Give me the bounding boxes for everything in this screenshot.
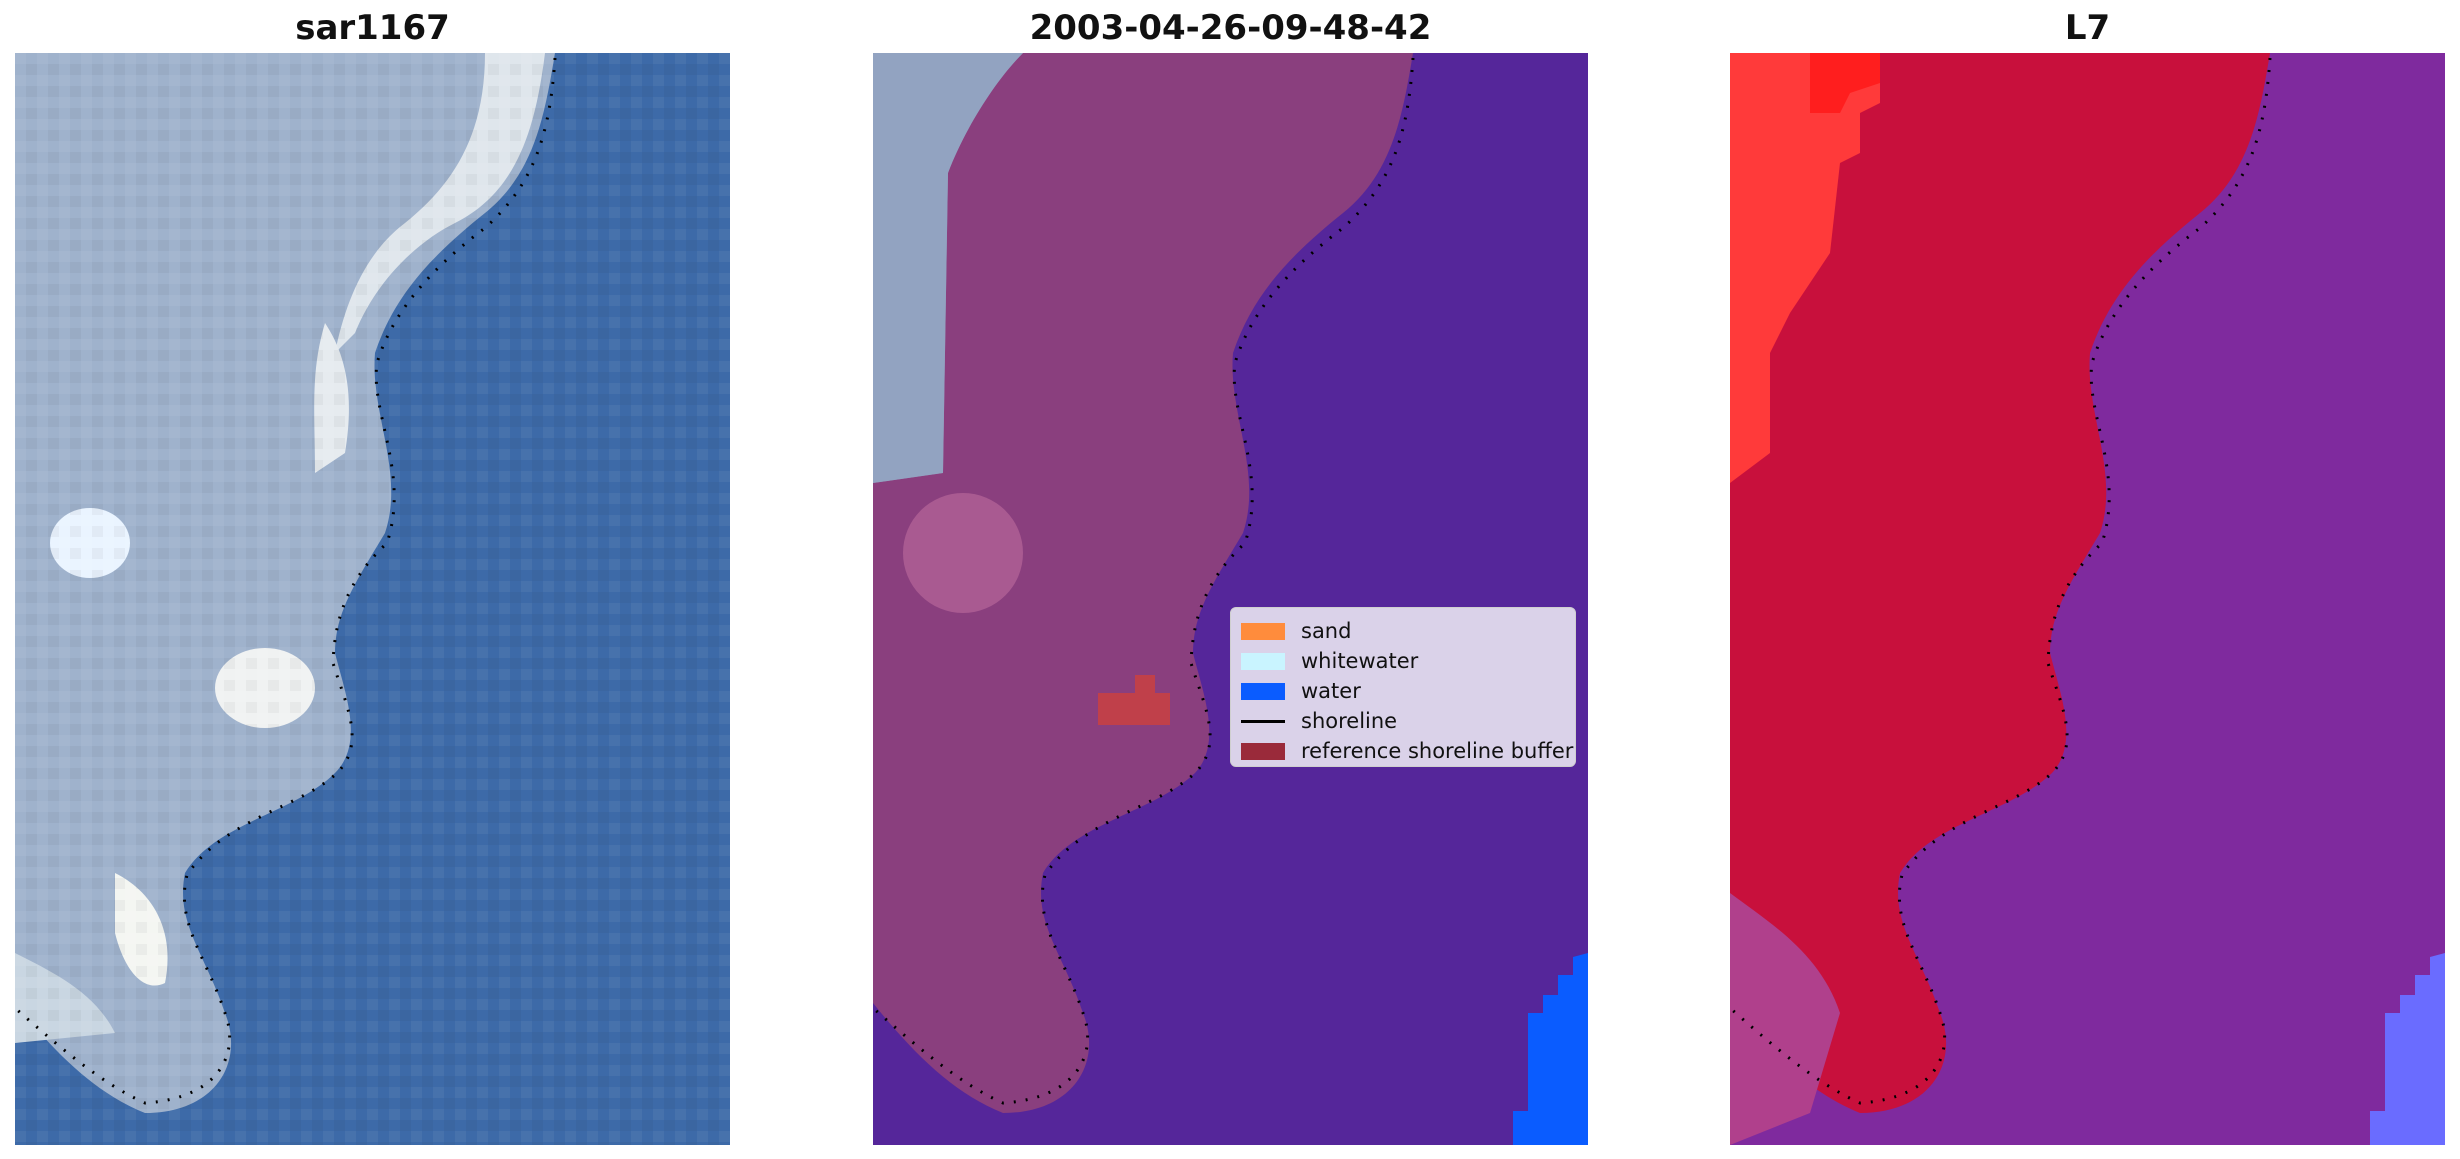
legend-item-shoreline: shoreline	[1241, 706, 1565, 736]
legend-label: whitewater	[1301, 649, 1419, 673]
legend-label: sand	[1301, 619, 1352, 643]
legend-label: water	[1301, 679, 1361, 703]
legend-swatch-sand	[1241, 622, 1285, 640]
classified-image	[873, 53, 1588, 1145]
mndwi-image-panel	[1730, 53, 2445, 1145]
legend-swatch-reference-buffer	[1241, 742, 1285, 760]
classified-image-panel	[873, 53, 1588, 1145]
mndwi-image	[1730, 53, 2445, 1145]
panel-title-classified: 2003-04-26-09-48-42	[1029, 8, 1432, 48]
legend-item-water: water	[1241, 676, 1565, 706]
legend-item-whitewater: whitewater	[1241, 646, 1565, 676]
panel-title-mndwi: L7	[2064, 8, 2111, 48]
legend-swatch-shoreline	[1241, 719, 1285, 723]
legend: sand whitewater water shoreline referenc…	[1230, 607, 1576, 767]
legend-item-reference-buffer: reference shoreline buffer	[1241, 736, 1573, 766]
legend-label: shoreline	[1301, 709, 1398, 733]
legend-item-sand: sand	[1241, 616, 1565, 646]
legend-swatch-water	[1241, 682, 1285, 700]
rgb-image	[15, 53, 730, 1145]
legend-swatch-whitewater	[1241, 652, 1285, 670]
panel-title-rgb: sar1167	[295, 8, 450, 48]
legend-label: reference shoreline buffer	[1301, 739, 1574, 763]
rgb-image-panel	[15, 53, 730, 1145]
